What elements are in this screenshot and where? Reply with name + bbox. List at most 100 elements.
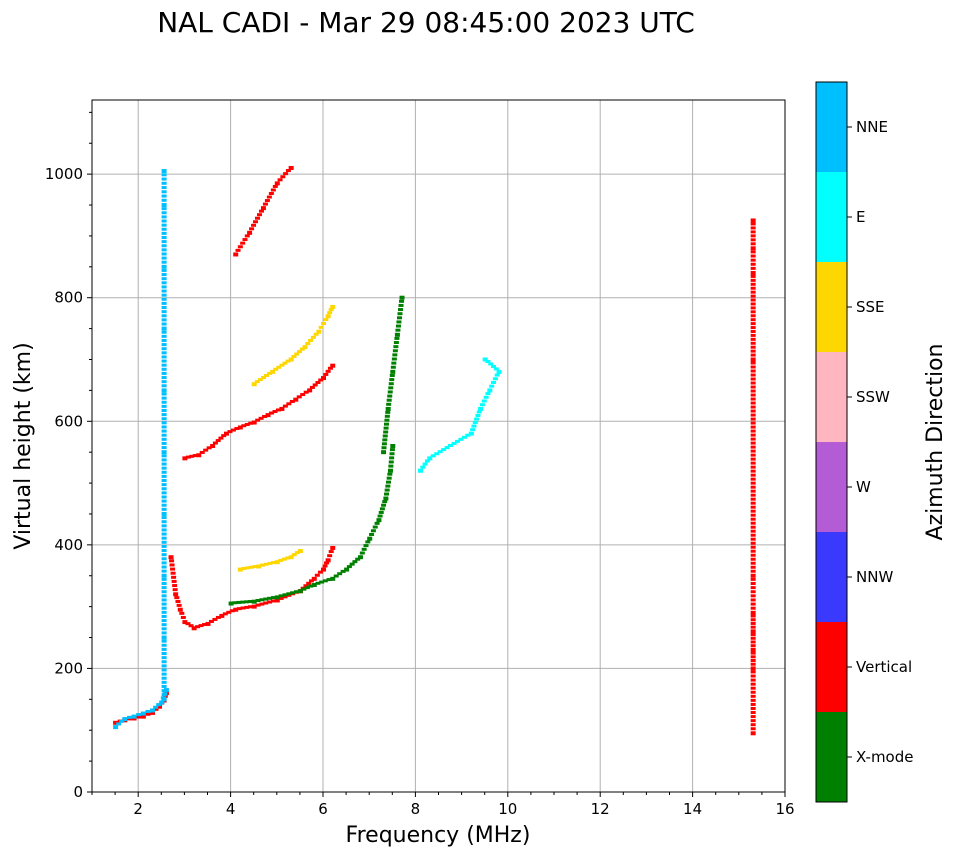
trace-segment <box>161 598 167 602</box>
trace-segment <box>750 477 756 481</box>
trace-segment <box>387 390 393 394</box>
trace-segment <box>303 390 309 394</box>
trace-segment <box>161 338 167 342</box>
trace-segment <box>161 437 167 441</box>
trace-segment <box>750 694 756 698</box>
data-point <box>750 573 756 578</box>
data-marks <box>113 165 756 736</box>
trace-segment <box>282 595 288 599</box>
trace-segment <box>161 536 167 540</box>
trace-segment <box>383 426 389 430</box>
trace-segment <box>161 301 167 305</box>
trace-segment <box>388 464 394 468</box>
trace-segment <box>192 454 198 458</box>
trace-segment <box>161 557 167 561</box>
trace-segment <box>262 202 268 206</box>
trace-segment <box>256 213 262 217</box>
trace-segment <box>245 566 251 570</box>
trace-segment <box>750 493 756 497</box>
trace-segment <box>750 674 756 678</box>
trace-segment <box>222 612 228 616</box>
data-point <box>161 511 167 516</box>
trace-segment <box>750 397 756 401</box>
trace-segment <box>161 248 167 252</box>
trace-segment <box>161 367 167 371</box>
trace-segment <box>750 686 756 690</box>
trace-segment <box>161 306 167 310</box>
trace-segment <box>161 623 167 627</box>
trace-segment <box>384 492 390 496</box>
trace-segment <box>161 643 167 647</box>
trace-segment <box>750 254 756 258</box>
trace-segment <box>750 417 756 421</box>
trace-segment <box>161 417 167 421</box>
trace-segment <box>389 452 395 456</box>
trace-segment <box>276 365 282 369</box>
trace-segment <box>161 318 167 322</box>
trace-segment <box>161 532 167 536</box>
trace-segment <box>278 558 284 562</box>
trace-segment <box>263 597 269 601</box>
trace-segment <box>285 169 291 173</box>
trace-segment <box>308 338 314 342</box>
colorbar: NNE E SSE SSW W NNW Vertical X-mode <box>815 81 913 803</box>
data-point <box>750 271 756 275</box>
trace-segment <box>235 248 241 252</box>
trace-segment <box>750 489 756 493</box>
data-point <box>288 165 294 170</box>
trace-segment <box>161 359 167 363</box>
trace-segment <box>318 325 324 329</box>
data-point <box>210 444 216 448</box>
trace-segment <box>750 690 756 694</box>
trace-segment <box>169 563 175 567</box>
trace-segment <box>161 652 167 656</box>
trace-segment <box>750 586 756 590</box>
colorbar-swatch <box>816 352 847 442</box>
trace-segment <box>750 401 756 405</box>
trace-segment <box>390 365 396 369</box>
trace-segment <box>263 562 269 566</box>
trace-segment <box>750 473 756 477</box>
trace-segment <box>750 445 756 449</box>
trace-segment <box>161 656 167 660</box>
trace-segment <box>381 442 387 446</box>
trace-segment <box>247 600 253 604</box>
trace-segment <box>185 622 191 626</box>
trace-segment <box>255 598 261 602</box>
data-point <box>297 589 303 594</box>
trace-segment <box>306 581 312 585</box>
trace-segment <box>750 662 756 666</box>
trace-segment <box>161 586 167 590</box>
trace-segment <box>750 497 756 501</box>
data-point <box>330 304 336 309</box>
trace-segment <box>750 437 756 441</box>
data-point <box>288 357 294 362</box>
trace-segment <box>494 373 500 377</box>
data-point <box>750 647 756 652</box>
trace-segment <box>750 361 756 365</box>
trace-segment <box>161 483 167 487</box>
trace-segment <box>161 446 167 450</box>
trace-segment <box>444 446 450 450</box>
trace-segment <box>240 241 246 245</box>
data-point <box>496 369 502 374</box>
trace-segment <box>161 215 167 219</box>
data-point <box>302 345 308 350</box>
x-tick-label: 8 <box>411 800 421 818</box>
trace-segment <box>259 602 265 606</box>
trace-segment <box>161 380 167 384</box>
trace-segment <box>750 353 756 357</box>
trace-segment <box>161 194 167 198</box>
trace-segment <box>384 488 390 492</box>
trace-segment <box>750 636 756 640</box>
trace-segment <box>321 321 326 325</box>
colorbar-category-label: NNW <box>856 568 893 586</box>
trace-segment <box>750 449 756 453</box>
trace-segment <box>398 308 403 312</box>
trace-segment <box>386 476 392 480</box>
data-point <box>293 397 299 402</box>
trace-segment <box>229 609 235 613</box>
data-point <box>161 450 167 455</box>
data-point <box>140 714 146 719</box>
trace-segment <box>386 480 392 484</box>
